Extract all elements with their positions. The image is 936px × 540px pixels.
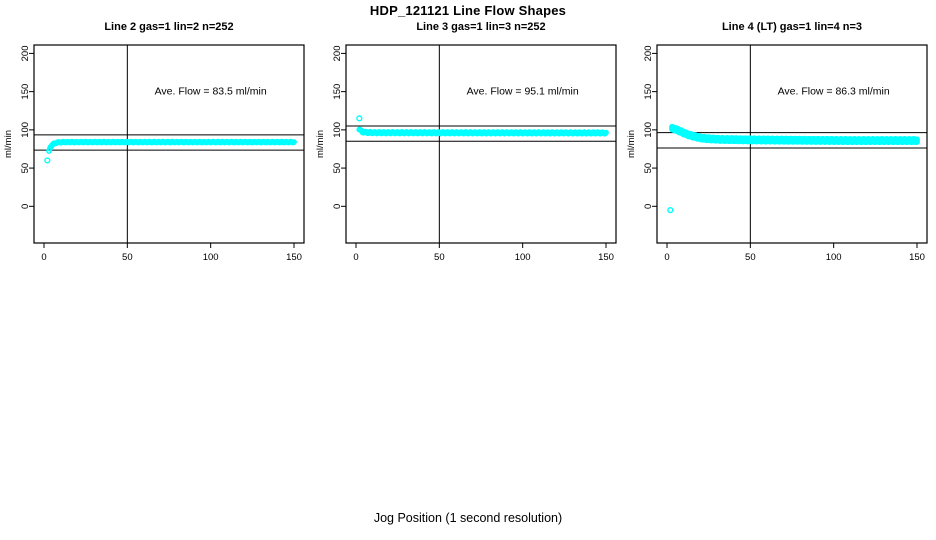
y-tick-label: 50 <box>20 163 31 174</box>
plot-box <box>656 44 928 244</box>
x-axis-outer-label: Jog Position (1 second resolution) <box>373 511 563 525</box>
data-point <box>603 129 609 136</box>
y-tick-label: 0 <box>20 204 31 209</box>
x-tick-label: 150 <box>909 252 925 263</box>
y-tick-label: 50 <box>332 163 343 174</box>
y-tick-label: 50 <box>643 163 654 174</box>
data-point <box>291 139 297 146</box>
flow-plot-line2: 0 50 100 150 0 50 100 150 200 ml/min Ave. Flow = 8… <box>3 44 305 263</box>
x-tick-label: 0 <box>41 252 46 263</box>
y-tick-label: 150 <box>332 84 343 100</box>
y-axis-label: ml/min <box>3 130 14 158</box>
y-tick-label: 100 <box>20 122 31 138</box>
figure-title: HDP_121121 Line Flow Shapes <box>369 3 567 18</box>
x-tick-label: 150 <box>598 252 614 263</box>
y-tick-label: 200 <box>332 45 343 61</box>
ave-flow-annotation: Ave. Flow = 86.3 ml/min <box>778 86 890 98</box>
data-point <box>914 139 920 145</box>
ave-flow-annotation: Ave. Flow = 95.1 ml/min <box>467 86 579 98</box>
x-tick-label: 50 <box>434 252 445 263</box>
data-point <box>44 157 51 164</box>
data-point <box>356 115 363 122</box>
panel-title-line2: Line 2 gas=1 lin=2 n=252 <box>104 21 234 33</box>
y-tick-label: 200 <box>20 45 31 61</box>
y-axis-label: ml/min <box>626 130 637 158</box>
y-tick-label: 100 <box>643 122 654 138</box>
plot-box <box>345 44 617 244</box>
y-tick-label: 0 <box>332 204 343 209</box>
panel-title-line4: Line 4 (LT) gas=1 lin=4 n=3 <box>721 21 863 33</box>
x-tick-label: 100 <box>203 252 219 263</box>
y-tick-label: 200 <box>643 45 654 61</box>
x-tick-label: 50 <box>122 252 133 263</box>
flow-plot-line4: 0 50 100 150 0 50 100 150 200 ml/min Ave. Flow = 8… <box>626 44 928 263</box>
y-tick-label: 0 <box>643 204 654 209</box>
x-tick-label: 50 <box>745 252 756 263</box>
data-point <box>667 207 674 214</box>
x-tick-label: 0 <box>664 252 669 263</box>
x-tick-label: 150 <box>286 252 302 263</box>
y-axis-label: ml/min <box>315 130 326 158</box>
panel-title-line3: Line 3 gas=1 lin=3 n=252 <box>416 21 546 33</box>
x-tick-label: 100 <box>826 252 842 263</box>
y-tick-label: 150 <box>643 84 654 100</box>
x-tick-label: 100 <box>515 252 531 263</box>
x-tick-label: 0 <box>353 252 358 263</box>
plot-box <box>33 44 305 244</box>
y-tick-label: 100 <box>332 122 343 138</box>
flow-plot-line3: 0 50 100 150 0 50 100 150 200 ml/min Ave. Flow = 9… <box>315 44 617 263</box>
ave-flow-annotation: Ave. Flow = 83.5 ml/min <box>155 86 267 98</box>
y-tick-label: 150 <box>20 84 31 100</box>
